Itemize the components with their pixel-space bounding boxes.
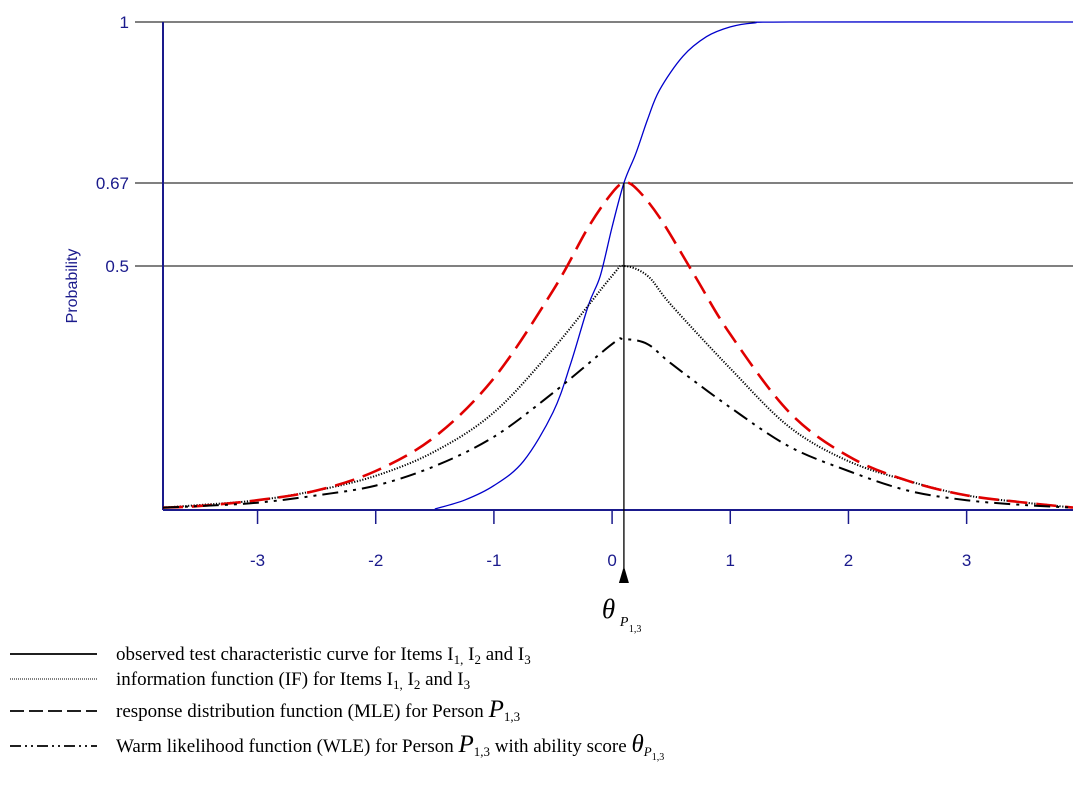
- x-tick-label: 3: [962, 551, 971, 570]
- legend-label: information function (IF) for Items I1, …: [116, 669, 470, 692]
- x-tick-label: 1: [726, 551, 735, 570]
- series-wle-line: [162, 337, 1073, 509]
- theta-marker-subsub: 1,3: [629, 624, 642, 635]
- theta-marker-label: θ: [602, 594, 615, 624]
- x-tick-label: -2: [368, 551, 383, 570]
- y-axis-label: Probability: [64, 249, 81, 324]
- series-if-line: [162, 264, 1073, 509]
- x-tick-label: 2: [844, 551, 853, 570]
- y-tick-label: 0.5: [105, 257, 129, 276]
- y-tick-label: 0.67: [96, 174, 129, 193]
- legend-label: response distribution function (MLE) for…: [116, 696, 520, 724]
- series-mle-line: [162, 181, 1073, 509]
- legend-label: Warm likelihood function (WLE) for Perso…: [116, 731, 664, 763]
- x-tick-label: -3: [250, 551, 265, 570]
- x-tick-label: -1: [486, 551, 501, 570]
- theta-marker-arrow: [618, 566, 629, 583]
- series-tcc-line: [434, 21, 1073, 510]
- theta-marker-sub: P: [619, 615, 629, 630]
- legend-label: observed test characteristic curve for I…: [116, 644, 531, 667]
- x-tick-label: 0: [607, 551, 616, 570]
- y-tick-label: 1: [120, 13, 129, 32]
